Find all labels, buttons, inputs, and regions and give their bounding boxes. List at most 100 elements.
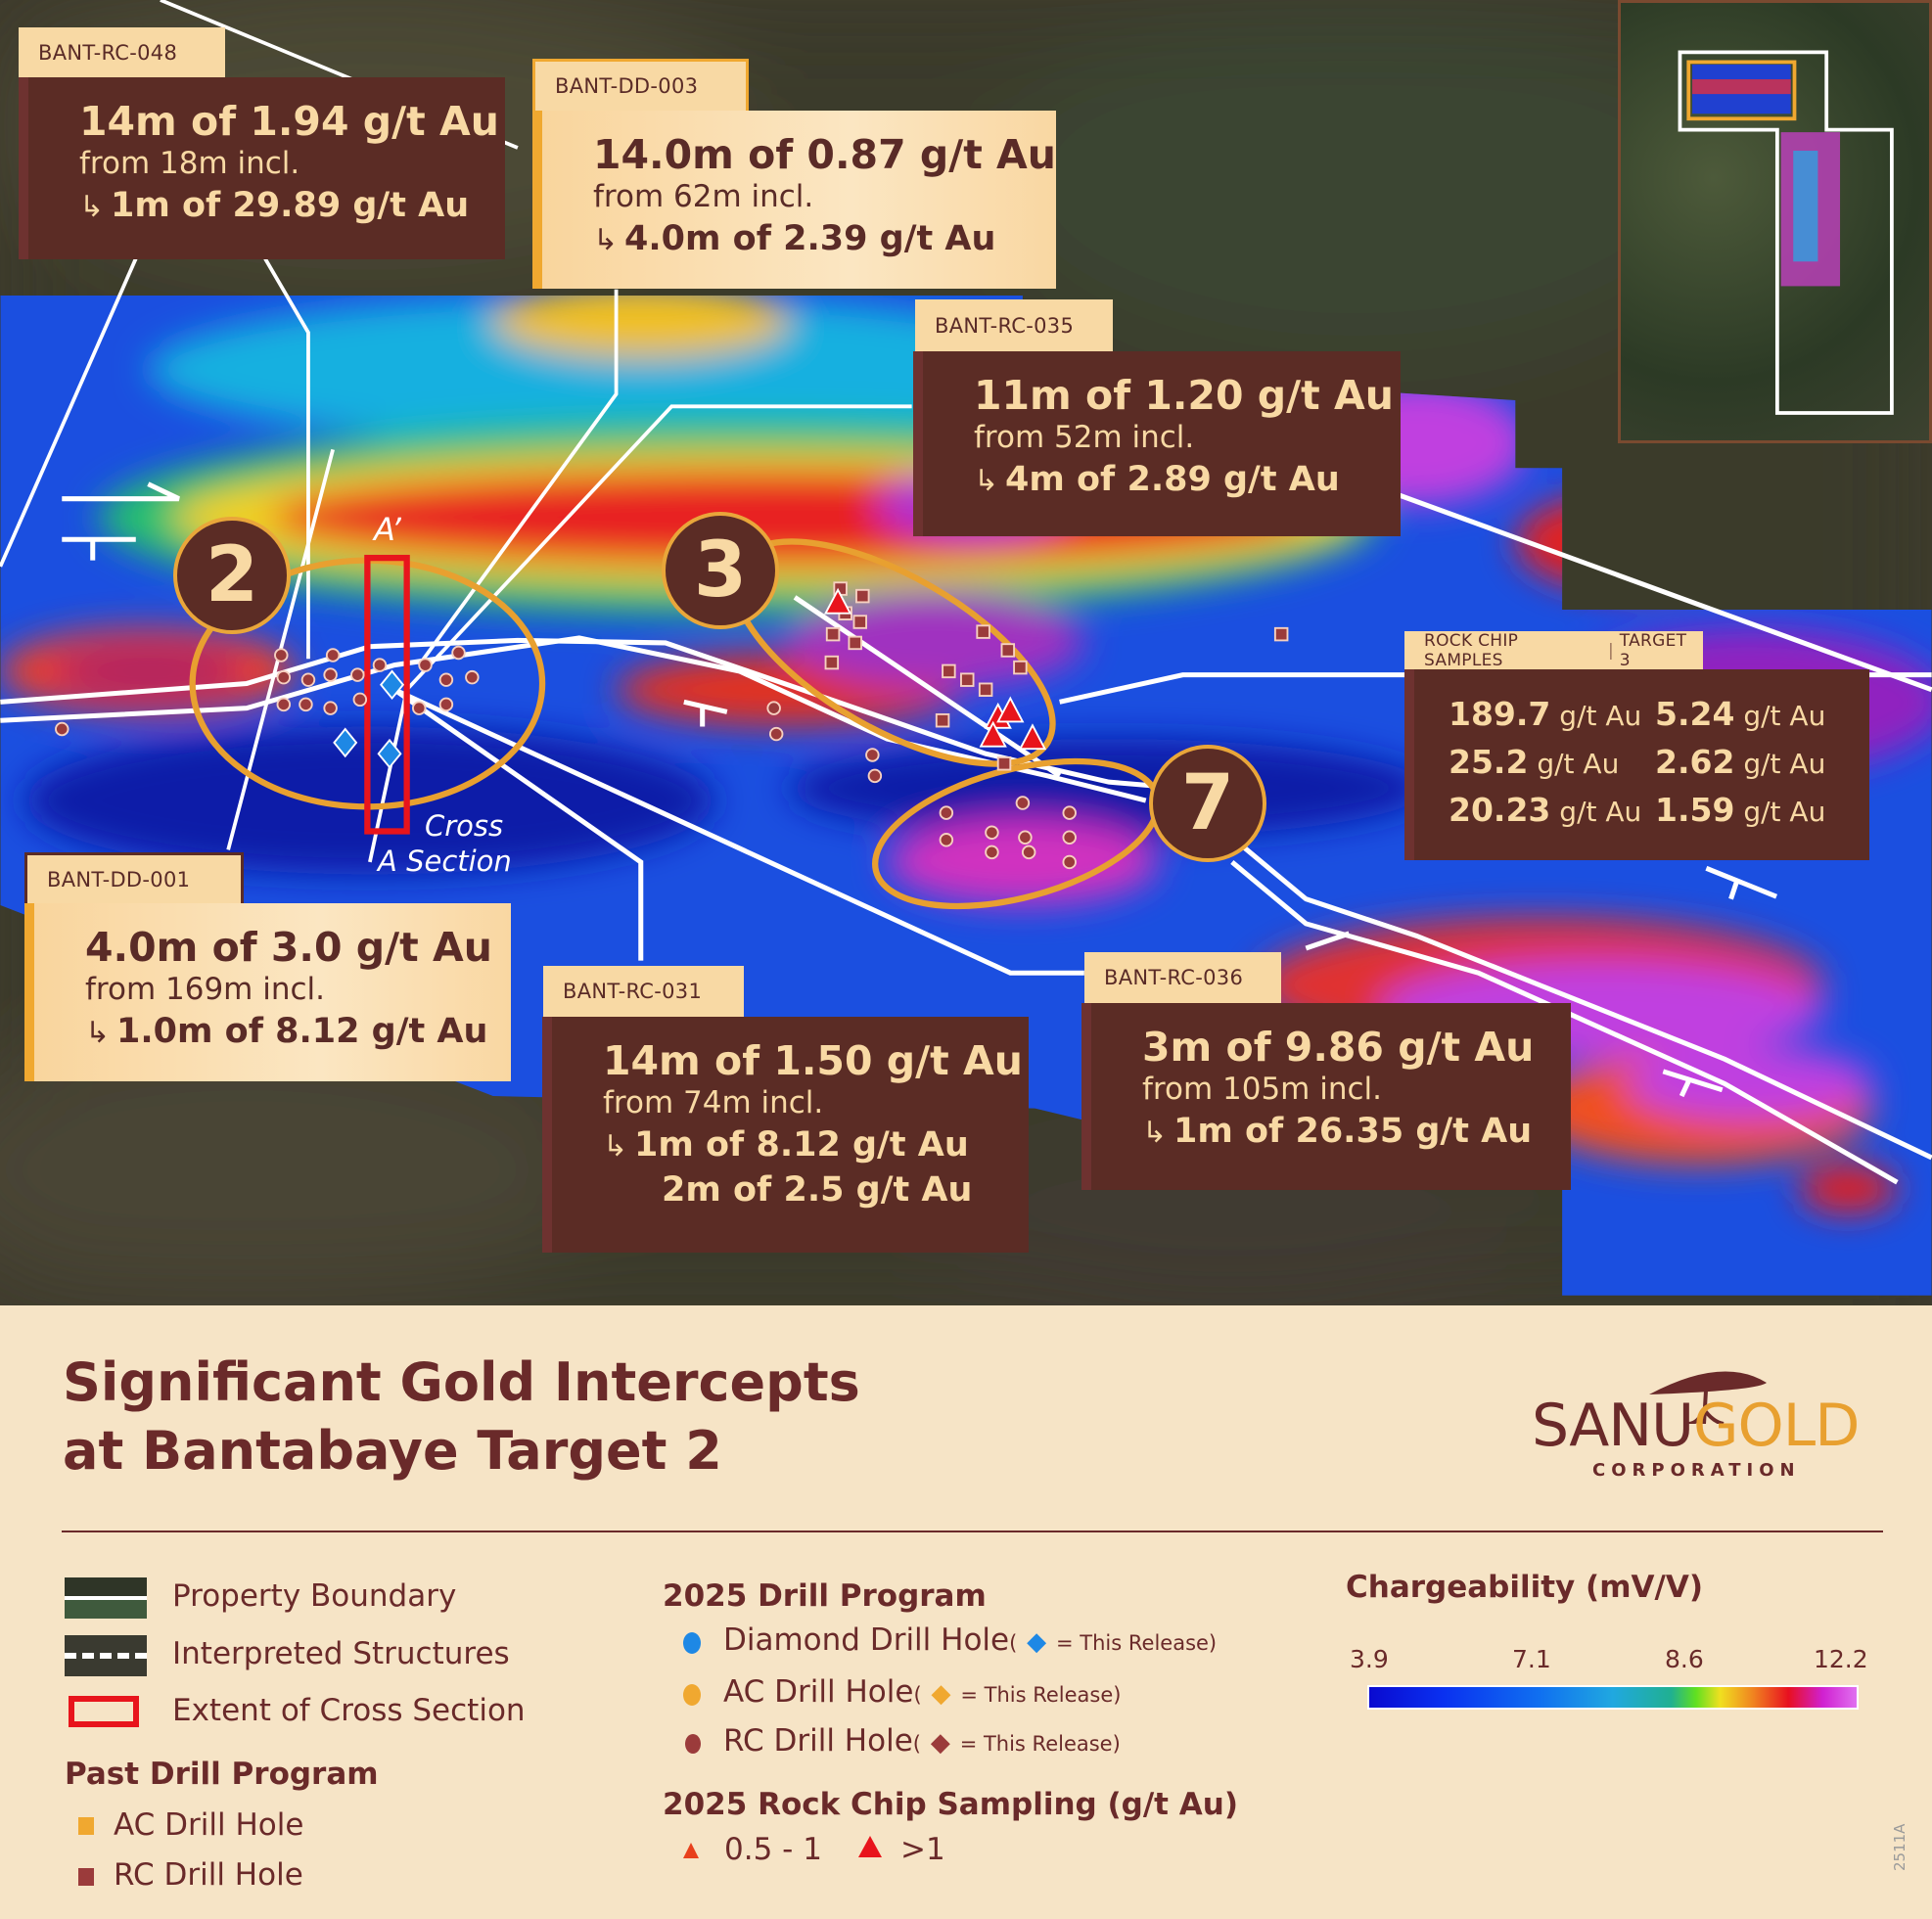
past-rc-drill-hole[interactable] (852, 615, 868, 629)
callout-tab-dd001: BANT-DD-001 (24, 852, 244, 903)
rc-drill-hole[interactable] (1062, 830, 1077, 845)
rc-drill-hole[interactable] (350, 667, 365, 682)
rc-drill-hole[interactable] (867, 768, 883, 784)
rc-drill-hole[interactable] (985, 825, 999, 840)
included-intercept: ↳ 4m of 2.89 g/t Au (974, 457, 1401, 502)
past-rc-drill-hole[interactable] (942, 663, 956, 679)
rc-drill-hole[interactable] (1062, 854, 1077, 870)
rc-drill-hole[interactable] (55, 721, 69, 737)
callout-tab-rc035: BANT-RC-035 (915, 299, 1113, 351)
past-rc-drill-hole[interactable] (996, 756, 1012, 771)
depth: from 74m incl. (603, 1085, 824, 1120)
rc-drill-hole[interactable] (325, 648, 341, 663)
rc-drill-hole[interactable] (1015, 796, 1031, 810)
callout-rc048: 14m of 1.94 g/t Au from 18m incl. ↳ 1m of… (19, 77, 505, 259)
property-boundary-swatch (65, 1577, 147, 1619)
target-2-label: 2 (205, 531, 259, 619)
past-rc-drill-hole[interactable] (825, 626, 841, 642)
past-rc-drill-hole[interactable] (978, 682, 993, 697)
title-line-2: at Bantabaye Target 2 (63, 1420, 722, 1482)
included-intercept: ↳ 1.0m of 8.12 g/t Au (85, 1009, 511, 1054)
intercept: 14.0m of 0.87 g/t Au (593, 131, 1056, 178)
past-rc-drill-hole[interactable] (824, 655, 840, 670)
target-2-marker[interactable]: 2 (173, 517, 291, 634)
rc-release-icon: ◆ (930, 1728, 950, 1758)
past-rc-drill-hole[interactable] (976, 624, 990, 639)
rc-drill-hole[interactable] (352, 692, 368, 708)
included-intercept: ↳ 1m of 29.89 g/t Au (79, 183, 505, 228)
rc-drill-hole[interactable] (465, 669, 480, 685)
callout-tab-rc031: BANT-RC-031 (543, 966, 744, 1017)
rock-chip-sample[interactable] (1018, 723, 1047, 751)
rock-chip-sample[interactable] (996, 696, 1025, 723)
rc-drill-hole[interactable] (939, 833, 954, 847)
rc-drill-hole[interactable] (438, 672, 454, 687)
rc-drill-hole[interactable] (985, 845, 999, 860)
rc-drill-hole[interactable] (865, 748, 880, 762)
divider (62, 1531, 1883, 1532)
included-text: 4.0m of 2.39 g/t Au (624, 219, 996, 258)
callout-dd003: 14.0m of 0.87 g/t Au from 62m incl. ↳ 4.0… (532, 111, 1056, 289)
rc-drill-hole[interactable] (768, 726, 784, 742)
rc-drill-hole[interactable] (1021, 845, 1036, 860)
sub-arrow-icon: ↳ (79, 190, 105, 224)
rock-chip-sample[interactable] (979, 720, 1007, 748)
legend-rock-high: >1 (900, 1832, 945, 1867)
target-3-marker[interactable]: 3 (662, 512, 779, 629)
diamond-drill-hole-this-release[interactable] (333, 727, 358, 758)
logo-sanu: SANU (1532, 1392, 1694, 1460)
past-rc-drill-hole[interactable] (848, 635, 862, 651)
rock-high-icon (858, 1836, 882, 1857)
separator: | (1608, 640, 1615, 661)
page-title: Significant Gold Intercepts at Bantabaye… (63, 1348, 860, 1485)
sub-arrow-icon: ↳ (85, 1016, 111, 1050)
past-rc-drill-hole[interactable] (935, 712, 950, 728)
rc-drill-hole[interactable] (1018, 830, 1033, 845)
past-ac-icon (78, 1817, 94, 1835)
rc-drill-hole[interactable] (939, 805, 954, 820)
rc-drill-hole[interactable] (274, 648, 289, 663)
diamond-drill-hole-this-release[interactable] (379, 669, 405, 701)
diamond-drill-hole-this-release[interactable] (377, 738, 402, 769)
past-rc-drill-hole[interactable] (855, 588, 870, 604)
location-inset-map (1618, 0, 1932, 443)
intercept: 14m of 1.94 g/t Au (79, 98, 499, 145)
cross-label-1: Cross (425, 809, 504, 843)
rc-drill-hole[interactable] (300, 672, 316, 687)
past-rc-drill-hole[interactable] (1013, 660, 1028, 675)
rc-drill-hole[interactable] (276, 697, 292, 712)
callout-rc036: 3m of 9.86 g/t Au from 105m incl. ↳ 1m of… (1081, 1003, 1571, 1190)
logo-gold: GOLD (1693, 1392, 1860, 1460)
rc-drill-hole[interactable] (1062, 805, 1077, 820)
legend-property-boundary: Property Boundary (172, 1578, 457, 1614)
rock-chip-value: 2.62 g/t Au (1655, 743, 1826, 781)
ac-hole-icon (683, 1684, 701, 1706)
legend-drill-title: 2025 Drill Program (663, 1578, 987, 1614)
past-rc-drill-hole[interactable] (1273, 626, 1289, 642)
rock-chip-value: 25.2 g/t Au (1449, 743, 1620, 781)
rock-chip-value: 1.59 g/t Au (1655, 791, 1826, 829)
rock-chip-sample[interactable] (823, 587, 852, 615)
cross-label-a: A (378, 845, 397, 878)
ac-release-icon: ◆ (931, 1679, 951, 1709)
rock-chip-target: TARGET 3 (1619, 630, 1687, 670)
rock-chip-value: 5.24 g/t Au (1655, 695, 1826, 733)
included-text: 1m of 8.12 g/t Au (634, 1125, 969, 1165)
past-rc-drill-hole[interactable] (960, 672, 975, 687)
rc-drill-hole[interactable] (451, 645, 466, 661)
rc-drill-hole[interactable] (323, 667, 338, 682)
rc-drill-hole[interactable] (372, 658, 388, 672)
past-rc-drill-hole[interactable] (1000, 643, 1016, 658)
callout-rc031: 14m of 1.50 g/t Au from 74m incl. ↳ 1m of… (542, 1017, 1029, 1253)
depth: from 18m incl. (79, 146, 300, 181)
rc-drill-hole[interactable] (766, 701, 781, 715)
rc-drill-hole[interactable] (438, 697, 454, 712)
rc-drill-hole[interactable] (299, 697, 313, 712)
rc-drill-hole[interactable] (323, 701, 338, 715)
rc-drill-hole[interactable] (411, 701, 427, 715)
rc-drill-hole[interactable] (418, 658, 433, 672)
target-7-marker[interactable]: 7 (1149, 745, 1266, 862)
cross-section-swatch (69, 1696, 139, 1727)
rc-drill-hole[interactable] (276, 669, 292, 685)
depth: from 52m incl. (974, 420, 1195, 455)
